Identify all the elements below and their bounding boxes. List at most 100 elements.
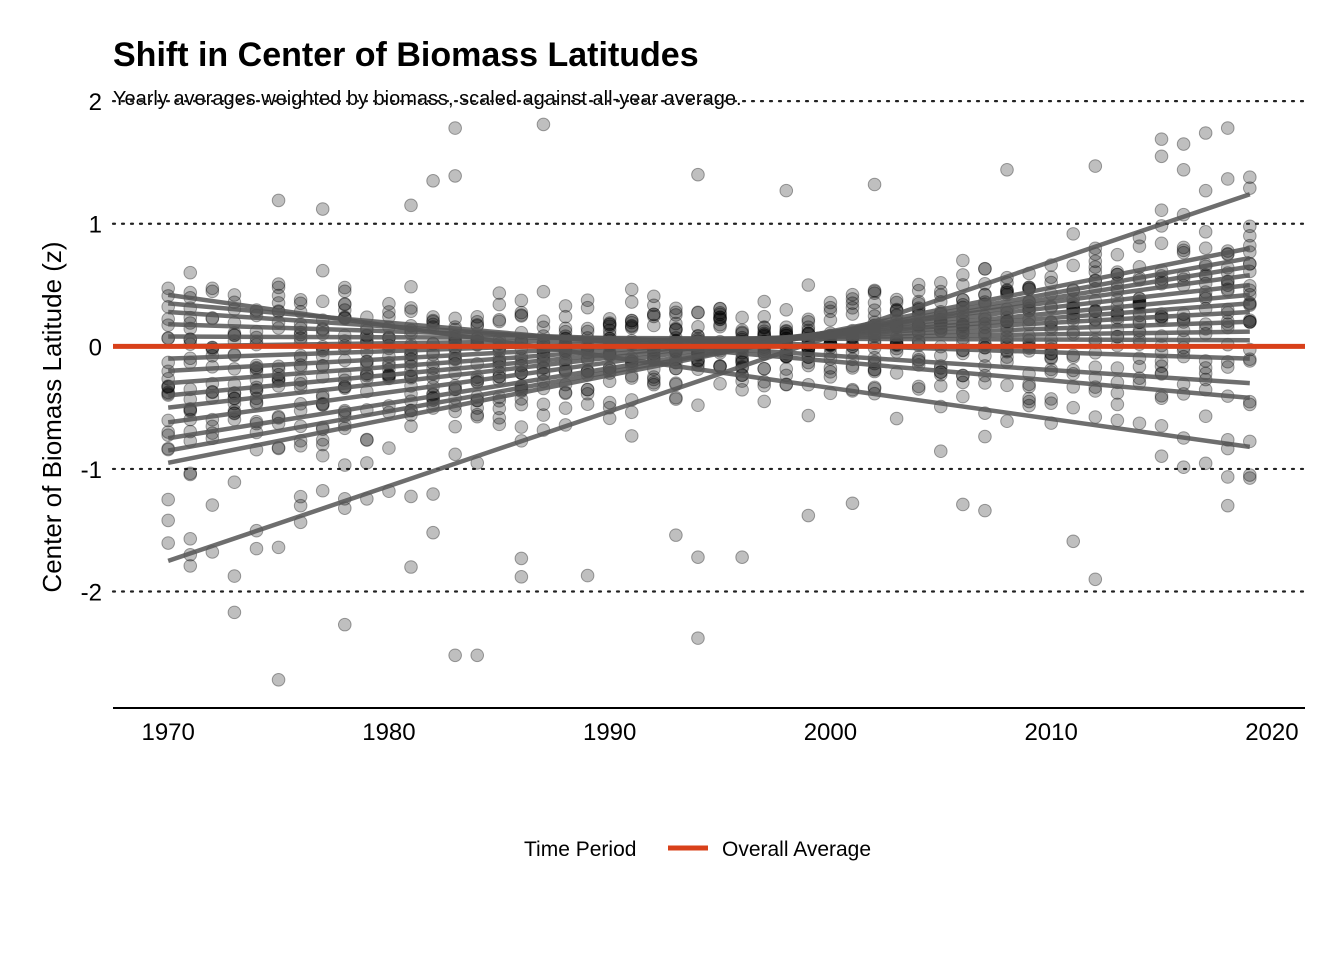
data-point (801, 312, 816, 327)
data-point (271, 193, 286, 208)
data-point (602, 395, 617, 410)
data-point (404, 301, 418, 315)
data-point (492, 401, 507, 416)
data-point (1000, 378, 1014, 393)
data-point (1088, 410, 1103, 424)
data-point (1176, 243, 1191, 258)
data-point (823, 370, 838, 384)
data-point (183, 265, 198, 280)
data-point (558, 401, 573, 415)
data-point (956, 497, 970, 512)
data-point (1066, 534, 1081, 549)
data-point (669, 322, 683, 337)
data-point (1154, 132, 1169, 146)
data-point (337, 284, 352, 299)
data-point (691, 320, 705, 334)
data-point (845, 301, 860, 315)
x-axis-ticks: 1970 1980 1990 2000 2010 2020 (141, 719, 1298, 746)
data-point (1000, 414, 1014, 429)
trend-line (167, 292, 1251, 450)
data-point (183, 559, 198, 573)
data-point (205, 281, 220, 296)
data-point (337, 297, 352, 311)
data-point (382, 296, 396, 311)
trend-lines (167, 192, 1251, 564)
data-point (1132, 239, 1147, 253)
data-point (470, 407, 485, 422)
data-point (911, 382, 926, 396)
data-point (315, 202, 330, 216)
data-point (956, 375, 970, 390)
data-point (1243, 170, 1257, 184)
data-point (1022, 391, 1036, 406)
data-point (647, 377, 661, 392)
data-point (183, 532, 198, 546)
data-point (1110, 247, 1125, 262)
data-point (978, 429, 992, 444)
data-point (205, 284, 220, 299)
data-point (227, 288, 242, 302)
data-point (492, 411, 507, 425)
data-point (1088, 260, 1103, 274)
data-point (691, 550, 705, 565)
data-point (426, 310, 440, 324)
data-point (448, 169, 462, 183)
data-point (1132, 416, 1147, 431)
data-point (360, 433, 374, 447)
data-point (845, 496, 860, 511)
data-point (1066, 227, 1081, 241)
data-point (470, 315, 485, 329)
data-point (757, 320, 771, 334)
data-point (470, 309, 485, 324)
data-point (867, 177, 882, 192)
data-point (404, 198, 418, 213)
data-point (492, 314, 507, 329)
data-point (1220, 172, 1235, 186)
data-point (1066, 258, 1081, 273)
data-point (1176, 240, 1191, 255)
data-point (713, 319, 727, 334)
data-point (713, 301, 727, 316)
data-point (978, 261, 992, 276)
data-point (602, 317, 617, 331)
data-point (1220, 121, 1235, 135)
y-tick-label: 2 (89, 89, 102, 116)
data-point (227, 605, 242, 620)
data-point (757, 394, 771, 409)
gridlines (111, 100, 1307, 593)
data-point (536, 314, 551, 328)
data-point (580, 321, 595, 336)
x-tick-label: 1970 (141, 719, 194, 746)
data-point (713, 310, 727, 325)
y-tick-label: 0 (89, 334, 102, 361)
data-point (867, 284, 882, 299)
data-point (183, 466, 198, 481)
data-point (580, 300, 595, 315)
data-point (691, 631, 705, 645)
data-point (823, 295, 838, 310)
trend-line (167, 192, 1251, 564)
data-point (845, 287, 860, 302)
data-point (713, 306, 727, 320)
data-point (514, 551, 529, 566)
data-point (713, 377, 727, 391)
data-point (1198, 409, 1213, 424)
data-point (558, 309, 573, 324)
data-point (624, 315, 639, 330)
y-tick-label: 1 (89, 212, 102, 239)
data-point (271, 288, 286, 303)
data-point (514, 420, 529, 434)
data-point (691, 398, 705, 413)
data-point (492, 286, 507, 300)
data-point (183, 467, 198, 482)
data-point (1154, 419, 1169, 433)
data-point (337, 280, 352, 295)
data-point (647, 298, 661, 313)
data-point (293, 296, 308, 311)
data-point (647, 307, 661, 322)
data-point (757, 294, 771, 309)
data-point (624, 429, 639, 443)
data-point (293, 292, 308, 307)
data-point (735, 310, 749, 325)
data-point (1243, 229, 1257, 243)
